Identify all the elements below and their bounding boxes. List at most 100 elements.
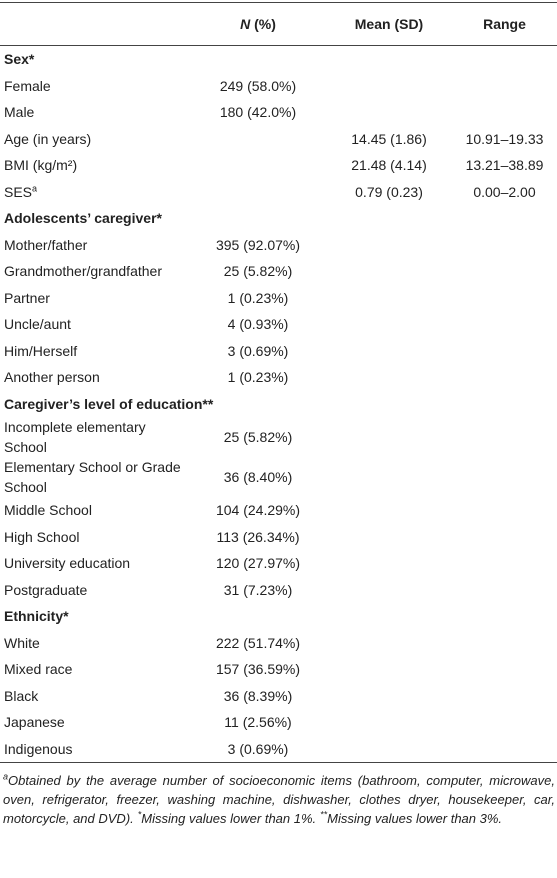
section-title: Adolescents’ caregiver* <box>4 210 162 227</box>
data-row: Mixed race 157 (36.59%) <box>0 656 557 683</box>
section-title: Sex* <box>4 51 35 68</box>
n-cell: 1 (0.23%) <box>227 369 289 386</box>
footnote-item: **Missing values lower than 3%. <box>320 809 502 826</box>
mean-cell <box>326 736 452 763</box>
n-cell: 31 (7.23%) <box>223 581 293 598</box>
range-cell <box>452 736 557 763</box>
n-cell: 113 (26.34%) <box>216 528 300 545</box>
row-label: High School <box>4 528 80 545</box>
row-label-cell: Another person <box>0 364 190 391</box>
mean-cell: 0.79 (0.23) <box>355 183 423 200</box>
data-row: Partner 1 (0.23%) <box>0 285 557 312</box>
mean-cell <box>326 656 452 683</box>
n-cell: 180 (42.0%) <box>219 104 297 121</box>
row-label: Male <box>4 104 35 121</box>
range-cell: 13.21–38.89 <box>465 157 544 174</box>
range-cell <box>452 338 557 365</box>
table-head: N (%) Mean (SD) Range <box>0 2 557 46</box>
row-label: BMI (kg/m²) <box>4 157 78 174</box>
mean-cell <box>326 550 452 577</box>
data-table: N (%) Mean (SD) Range Sex* Female 249 (58.… <box>0 2 557 763</box>
data-row: Indigenous 3 (0.69%) <box>0 736 557 763</box>
row-label-cell: Female <box>0 73 190 100</box>
row-label: University education <box>4 555 131 572</box>
mean-cell <box>326 630 452 657</box>
row-label-cell: Male <box>0 99 190 126</box>
row-label: Him/Herself <box>4 342 78 359</box>
range-cell <box>452 630 557 657</box>
header-symbol: N <box>240 16 251 32</box>
footnote-item: *Missing values lower than 1%. <box>138 810 317 826</box>
range-cell <box>452 497 557 524</box>
range-cell: 0.00–2.00 <box>473 183 536 200</box>
mean-cell <box>326 99 452 126</box>
table-section: Adolescents’ caregiver* Mother/father 395 … <box>0 205 557 391</box>
section-row: Sex* <box>0 46 557 73</box>
row-label: Another person <box>4 369 100 386</box>
range-cell <box>452 364 557 391</box>
mean-cell <box>326 285 452 312</box>
range-cell <box>452 550 557 577</box>
table-section: Caregiver’s level of education** Incomple… <box>0 391 557 604</box>
row-label: Middle School <box>4 502 92 519</box>
range-cell: 10.91–19.33 <box>465 130 544 147</box>
row-label: Indigenous <box>4 740 73 757</box>
range-cell <box>452 311 557 338</box>
mean-cell <box>326 232 452 259</box>
n-cell: 4 (0.93%) <box>227 316 289 333</box>
footnote-mark: ** <box>320 809 328 820</box>
range-cell <box>452 457 557 497</box>
header-row: N (%) Mean (SD) Range <box>0 2 557 46</box>
row-label-cell: University education <box>0 550 190 577</box>
row-label-cell: Mother/father <box>0 232 190 259</box>
n-cell <box>190 126 326 153</box>
table-section: Sex* Female 249 (58.0%) Male 180 (42.0%) Age … <box>0 46 557 206</box>
row-label: White <box>4 634 40 651</box>
table-section: Ethnicity* White 222 (51.74%) Mixed race 157… <box>0 603 557 763</box>
mean-cell: 14.45 (1.86) <box>351 130 427 147</box>
row-label: Incomplete elementary School <box>4 419 146 455</box>
range-cell <box>452 232 557 259</box>
n-cell: 36 (8.40%) <box>223 469 293 485</box>
mean-cell <box>326 497 452 524</box>
footnote: aObtained by the average number of socio… <box>0 763 557 828</box>
header-cell: Range <box>483 16 526 32</box>
data-row: BMI (kg/m²) 21.48 (4.14) 13.21–38.89 <box>0 152 557 179</box>
section-title: Caregiver’s level of education** <box>4 395 214 412</box>
mean-cell <box>326 577 452 604</box>
data-row: Incomplete elementary School 25 (5.82%) <box>0 417 557 457</box>
row-label-cell: Incomplete elementary School <box>0 417 190 457</box>
row-label-cell: High School <box>0 524 190 551</box>
mean-cell <box>326 258 452 285</box>
mean-cell <box>326 73 452 100</box>
row-label-cell: Grandmother/grandfather <box>0 258 190 285</box>
mean-cell <box>326 338 452 365</box>
range-cell <box>452 417 557 457</box>
mean-cell <box>326 417 452 457</box>
row-label-cell: Mixed race <box>0 656 190 683</box>
data-row: University education 120 (27.97%) <box>0 550 557 577</box>
header-cell <box>0 3 190 46</box>
row-label: Mixed race <box>4 661 73 678</box>
row-label-cell: Indigenous <box>0 736 190 763</box>
footnote-text: Missing values lower than 1%. <box>141 811 317 826</box>
section-row: Ethnicity* <box>0 603 557 630</box>
data-row: Middle School 104 (24.29%) <box>0 497 557 524</box>
row-label: Japanese <box>4 714 65 731</box>
data-row: Grandmother/grandfather 25 (5.82%) <box>0 258 557 285</box>
range-cell <box>452 285 557 312</box>
footnote-mark: a <box>3 771 9 782</box>
n-cell: 120 (27.97%) <box>215 555 301 572</box>
row-label: Elementary School or Grade School <box>4 459 181 495</box>
n-cell: 104 (24.29%) <box>215 502 301 519</box>
row-label: Age (in years) <box>4 130 92 147</box>
range-cell <box>452 99 557 126</box>
header-text: (%) <box>254 16 276 32</box>
row-label-cell: Him/Herself <box>0 338 190 365</box>
row-label: Partner <box>4 289 50 306</box>
row-label-cell: Postgraduate <box>0 577 190 604</box>
header-cell: N (%) <box>190 3 326 46</box>
row-label-cell: White <box>0 630 190 657</box>
row-label-cell: Elementary School or Grade School <box>0 457 190 497</box>
